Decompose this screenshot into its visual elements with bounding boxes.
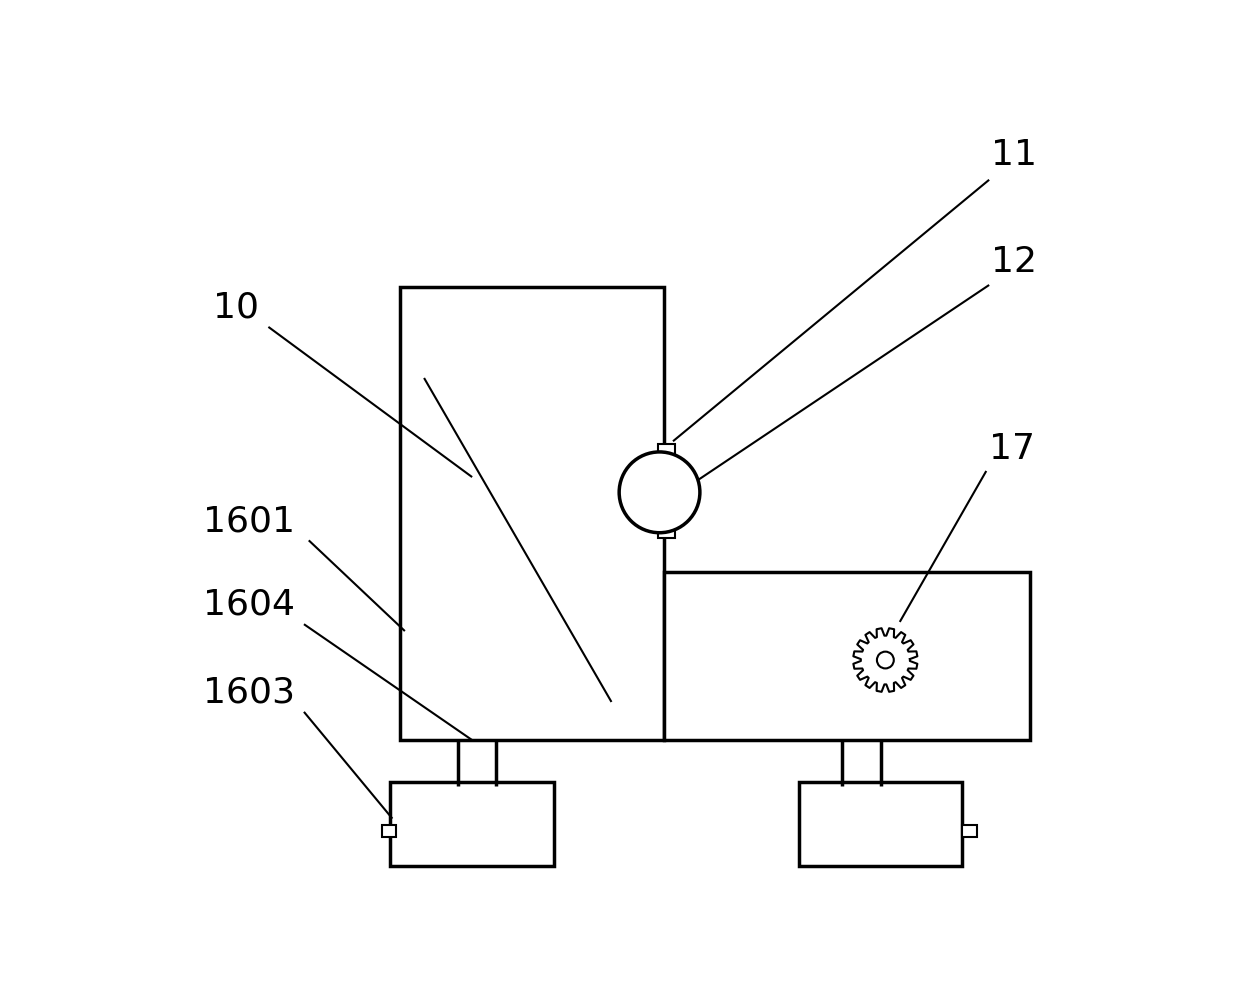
Bar <box>401 286 665 741</box>
Text: 10: 10 <box>213 291 259 325</box>
Bar <box>382 826 397 837</box>
Bar <box>962 826 977 837</box>
Bar <box>657 445 675 458</box>
Bar <box>665 572 1029 741</box>
Bar <box>799 782 962 866</box>
Text: 12: 12 <box>991 245 1037 279</box>
Text: 1604: 1604 <box>203 588 295 622</box>
Text: 11: 11 <box>991 139 1037 172</box>
Text: 1603: 1603 <box>203 675 295 710</box>
Ellipse shape <box>877 651 894 668</box>
Bar <box>391 782 554 866</box>
Ellipse shape <box>619 451 699 533</box>
Bar <box>657 525 675 539</box>
Text: 17: 17 <box>990 432 1035 465</box>
Text: 1601: 1601 <box>203 504 295 539</box>
